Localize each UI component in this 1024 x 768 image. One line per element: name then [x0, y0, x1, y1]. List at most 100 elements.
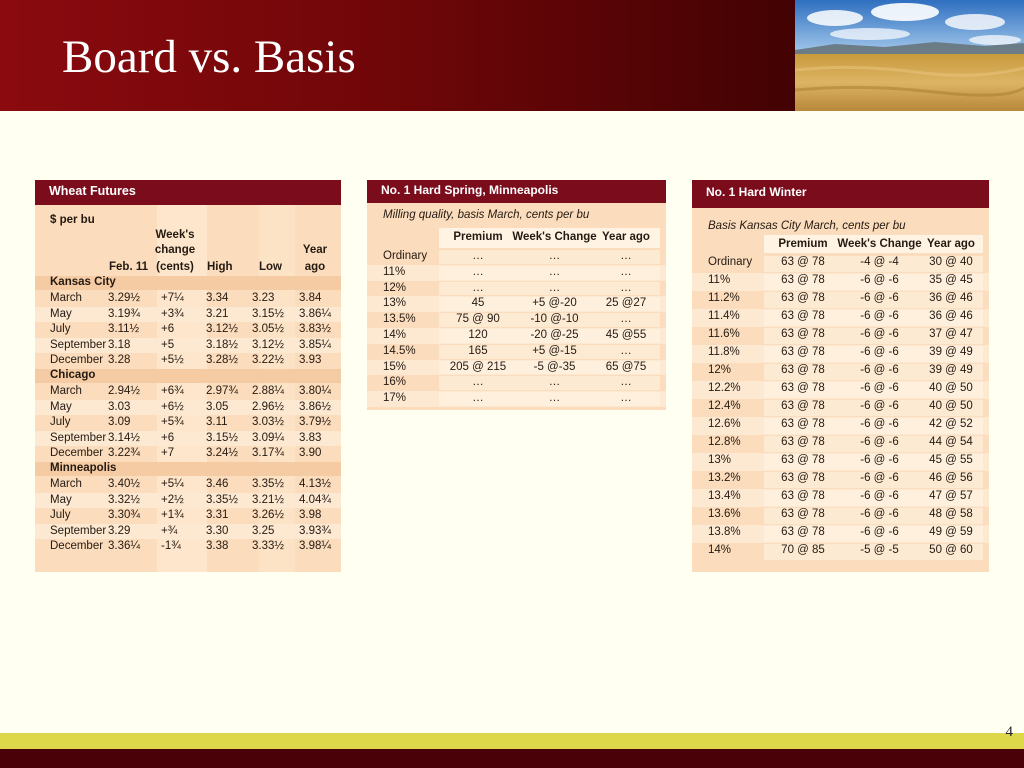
table-cell: 3.35½ — [252, 478, 284, 490]
table-cell: 3.03 — [108, 400, 131, 413]
table-cell: 3.34 — [206, 292, 229, 304]
table-cell: +6 — [161, 323, 175, 336]
table-cell: … — [620, 250, 632, 262]
table-cell: 63 @ 78 — [781, 292, 825, 304]
table-cell: 3.28½ — [206, 354, 238, 367]
row-label: 15% — [383, 360, 407, 373]
table-cell: 63 @ 78 — [781, 256, 825, 268]
section-band — [35, 276, 341, 290]
table-cell: 3.38 — [206, 540, 229, 553]
row-label: May — [50, 400, 72, 413]
table-cell: 36 @ 46 — [929, 310, 973, 322]
table-cell: 42 @ 52 — [929, 418, 973, 430]
row-label: 14% — [383, 329, 407, 341]
table-cell: 63 @ 78 — [781, 418, 825, 430]
row-label: December — [50, 354, 104, 367]
table-cell: -5 @ -5 — [860, 544, 899, 556]
row-highlight — [439, 360, 660, 375]
row-highlight — [764, 490, 983, 506]
column-header: Week's Change — [837, 238, 922, 250]
table-cell: 45 @55 — [605, 329, 647, 341]
section-band — [35, 462, 341, 476]
table-cell: 3.21½ — [252, 493, 284, 506]
table-cell: 3.11½ — [108, 323, 140, 336]
row-label: 13.8% — [708, 526, 741, 538]
row-label: December — [50, 540, 104, 553]
row-highlight — [764, 346, 983, 362]
table-cell: 3.15½ — [252, 307, 284, 320]
table-cell: 3.09¼ — [252, 431, 284, 444]
table-cell: +7¼ — [161, 292, 184, 304]
row-highlight — [439, 329, 660, 343]
row-label: 12.4% — [708, 400, 741, 412]
row-highlight — [764, 328, 983, 344]
row-highlight — [764, 526, 983, 542]
table-cell: 3.29½ — [108, 292, 140, 304]
table-cell: … — [620, 392, 632, 405]
table-cell: 3.84 — [299, 292, 322, 304]
table-cell: 3.36¼ — [108, 540, 140, 553]
table-cell: 3.18 — [108, 338, 131, 351]
row-highlight — [764, 382, 983, 398]
row-stripe — [35, 337, 341, 353]
row-label: 11.2% — [708, 292, 740, 304]
table-cell: 3.90 — [299, 447, 322, 460]
hard-spring-table: No. 1 Hard Spring, Minneapolis Milling q… — [367, 180, 666, 410]
table-cell: 3.79½ — [299, 416, 331, 429]
row-label: 12.2% — [708, 382, 741, 394]
column-header: Year ago — [927, 238, 975, 250]
table-cell: 45 @ 55 — [929, 454, 973, 466]
table-cell: 36 @ 46 — [929, 292, 973, 304]
table-cell: 3.80¼ — [299, 385, 331, 397]
table-cell: … — [620, 313, 632, 326]
row-highlight — [764, 472, 983, 488]
row-label: Ordinary — [383, 250, 428, 262]
table-cell: 45 — [471, 297, 485, 310]
table-cell: 63 @ 78 — [781, 490, 825, 502]
row-label: March — [50, 385, 82, 397]
row-highlight — [764, 454, 983, 470]
table-cell: 205 @ 215 — [449, 360, 507, 373]
table-cell: 63 @ 78 — [781, 310, 825, 322]
table-cell: 39 @ 49 — [929, 346, 973, 358]
table-cell: 63 @ 78 — [781, 382, 825, 394]
row-label: 12% — [708, 364, 732, 376]
table-cell: 46 @ 56 — [929, 472, 973, 484]
row-label: 13.6% — [708, 508, 741, 520]
table-cell: -6 @ -6 — [860, 346, 899, 358]
table-cell: 3.03½ — [252, 416, 284, 429]
table-cell: 63 @ 78 — [781, 274, 825, 286]
table-cell: -6 @ -6 — [860, 310, 899, 322]
table-cell: 3.14½ — [108, 431, 140, 444]
row-highlight — [764, 436, 983, 452]
table-cell: … — [472, 376, 484, 389]
table-cell: 4.13½ — [299, 478, 331, 490]
row-label: 13% — [383, 297, 407, 310]
table-cell: 75 @ 90 — [456, 313, 500, 326]
table-cell: 63 @ 78 — [781, 436, 825, 448]
row-highlight — [439, 265, 660, 280]
table-cell: 3.28 — [108, 354, 131, 367]
table-cell: 2.97¾ — [206, 385, 238, 397]
row-highlight — [439, 344, 660, 359]
column-header: Year ago — [602, 231, 650, 243]
row-label: 11% — [383, 265, 406, 278]
row-label: 17% — [383, 392, 407, 405]
table-cell: 70 @ 85 — [781, 544, 825, 556]
table-cell: 35 @ 45 — [929, 274, 973, 286]
row-label: 13.2% — [708, 472, 741, 484]
table-cell: 50 @ 60 — [929, 544, 973, 556]
table-cell: … — [472, 281, 484, 294]
table-cell: +1¾ — [161, 509, 184, 522]
table-cell: -10 @-10 — [530, 313, 579, 326]
row-label: 14% — [708, 544, 732, 556]
table-cell: 3.35½ — [206, 493, 238, 506]
row-label: May — [50, 307, 72, 320]
table-cell: 3.23 — [252, 292, 275, 304]
table-cell: 3.25 — [252, 524, 275, 537]
table-cell: +6¾ — [161, 385, 184, 397]
wheat-field-photo — [795, 0, 1024, 111]
hard-winter-subtitle: Basis Kansas City March, cents per bu — [708, 220, 906, 232]
table-cell: -5 @-35 — [533, 360, 576, 373]
table-cell: 63 @ 78 — [781, 346, 825, 358]
